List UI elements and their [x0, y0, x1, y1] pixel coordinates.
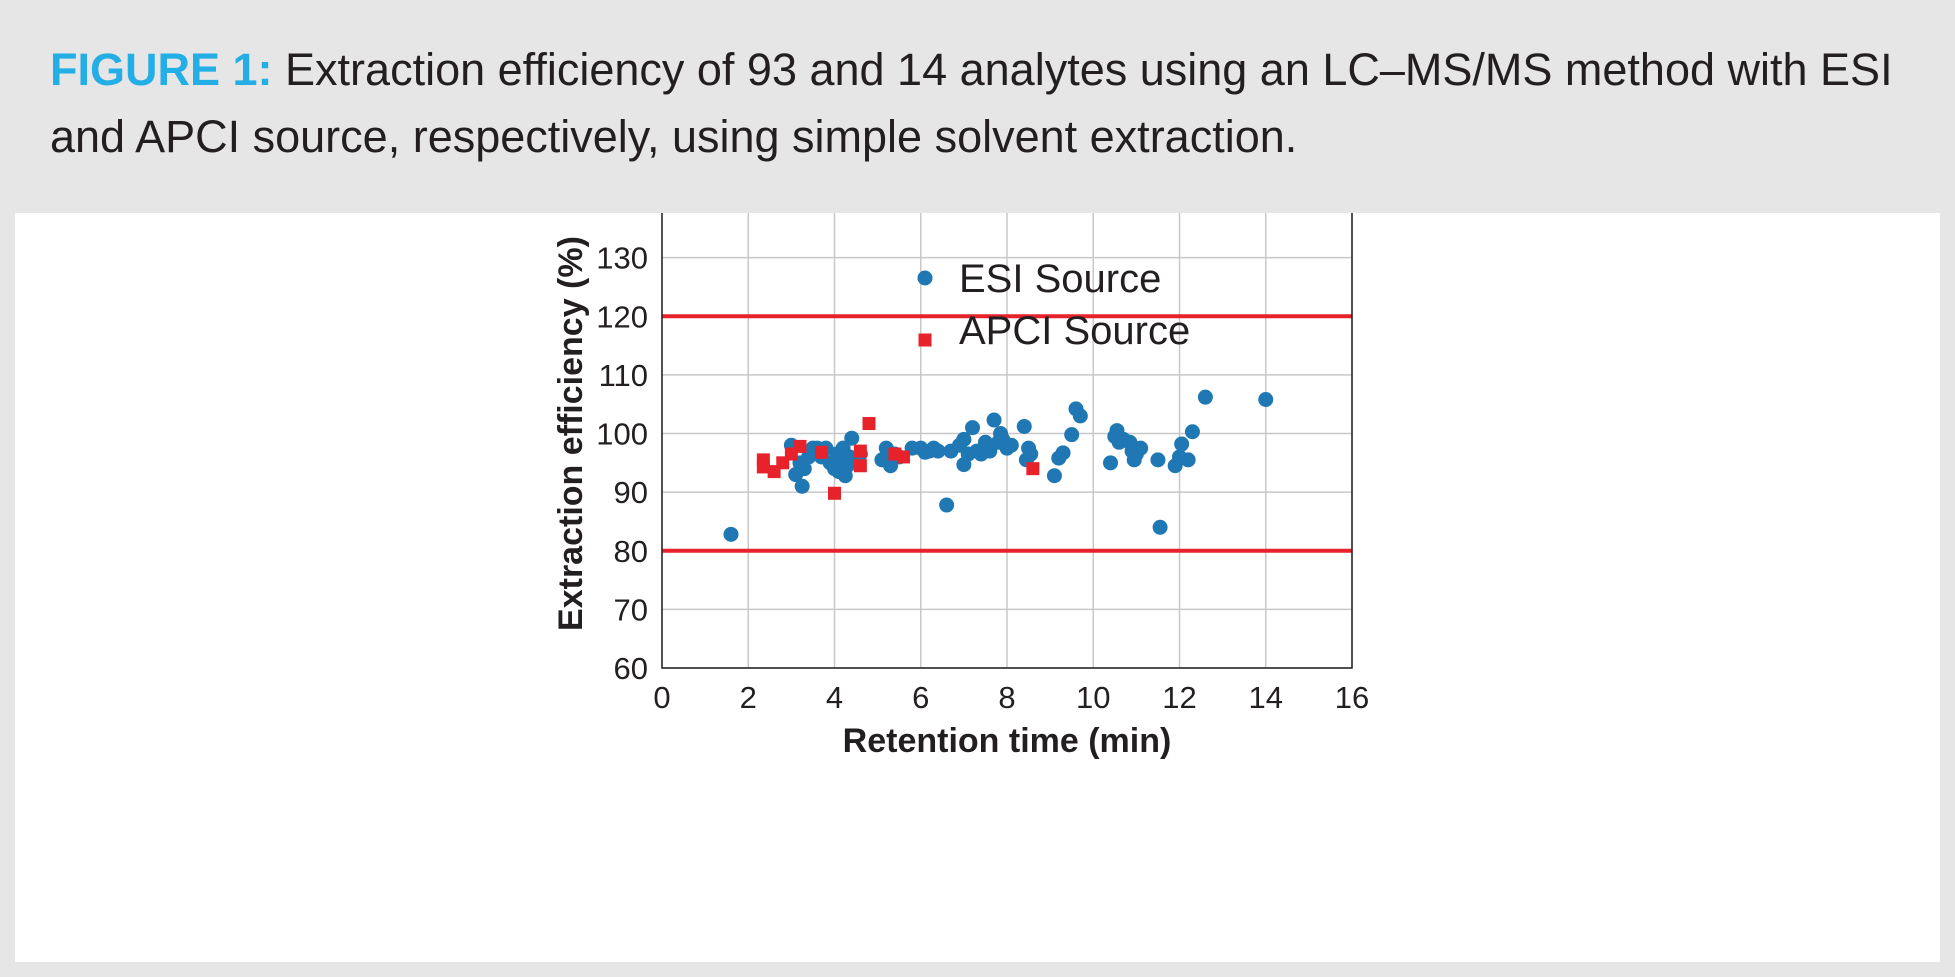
esi-data-point: [965, 420, 980, 436]
esi-data-point: [1258, 391, 1274, 407]
apci-data-point: [756, 460, 770, 474]
esi-data-point: [794, 478, 810, 494]
scatter-chart: 60 70 80 90 100 110 120 130 140 0 2 4 6 8 10 12 14 16 ES…: [552, 213, 1369, 760]
apci-data-point: [853, 459, 867, 473]
esi-data-point: [1103, 455, 1118, 471]
y-tick-label: 80: [614, 534, 648, 569]
esi-data-point: [796, 461, 812, 477]
y-tick-label: 100: [596, 417, 648, 452]
x-tick-label: 14: [1249, 680, 1283, 715]
reference-lines: [662, 314, 1352, 553]
legend-marker-esi: [917, 270, 933, 286]
apci-data-point: [1026, 462, 1040, 476]
x-tick-label: 4: [826, 680, 843, 715]
legend-label-esi: ESI Source: [959, 257, 1161, 301]
apci-data-point: [897, 450, 910, 464]
esi-data-point: [1072, 408, 1088, 424]
x-tick-label: 0: [653, 680, 670, 715]
esi-data-point: [1023, 446, 1039, 462]
esi-data-point: [1046, 468, 1062, 484]
x-tick-label: 10: [1076, 680, 1110, 715]
y-axis-title: Extraction efficiency (%): [552, 236, 590, 631]
esi-data-point: [939, 497, 955, 513]
x-axis-title: Retention time (min): [843, 722, 1172, 760]
esi-data-point: [930, 443, 946, 459]
apci-data-point: [815, 445, 829, 459]
legend-marker-apci: [918, 333, 932, 347]
esi-data-point: [1184, 424, 1200, 440]
y-tick-label: 110: [599, 358, 648, 393]
x-tick-label: 16: [1335, 680, 1369, 715]
x-tick-label: 2: [740, 680, 757, 715]
esi-data-point: [1152, 519, 1168, 535]
esi-data-point: [1133, 440, 1149, 456]
plot-frame: [661, 213, 1353, 669]
esi-data-point: [986, 412, 1002, 428]
esi-data-point: [1055, 445, 1071, 461]
caption-label: FIGURE 1:: [50, 44, 273, 95]
y-tick-label: 70: [614, 592, 648, 627]
esi-data-point: [956, 431, 972, 447]
x-axis-ticks: 0 2 4 6 8 10 12 14 16: [653, 680, 1369, 715]
esi-data-point: [844, 430, 860, 446]
apci-data-point: [793, 439, 807, 453]
y-tick-label: 140: [596, 213, 648, 217]
legend-label-apci: APCI Source: [959, 309, 1190, 353]
esi-data-point: [723, 526, 739, 542]
y-tick-label: 130: [596, 241, 648, 276]
x-tick-label: 6: [912, 680, 929, 715]
caption-text: Extraction efficiency of 93 and 14 analy…: [50, 44, 1893, 162]
esi-data-point: [1003, 437, 1019, 453]
esi-data-point: [1016, 418, 1032, 434]
y-axis-ticks: 60 70 80 90 100 110 120 130 140: [596, 213, 648, 686]
apci-data-point: [853, 444, 867, 458]
esi-data-point: [1150, 452, 1166, 468]
x-tick-label: 8: [998, 680, 1015, 715]
esi-data-point: [1064, 427, 1080, 443]
chart-panel: 60 70 80 90 100 110 120 130 140 0 2 4 6 8 10 12 14 16 ES…: [15, 213, 1940, 962]
legend: ESI Source APCI Source: [917, 257, 1190, 353]
esi-data-point: [1197, 389, 1213, 405]
y-tick-label: 60: [614, 651, 648, 686]
apci-data-point: [828, 486, 841, 500]
figure-caption: FIGURE 1: Extraction efficiency of 93 an…: [50, 36, 1910, 170]
y-tick-label: 120: [596, 299, 648, 334]
esi-data-point: [1180, 452, 1196, 468]
apci-data-point: [862, 417, 876, 431]
y-tick-label: 90: [614, 475, 648, 510]
esi-data-point: [1174, 436, 1190, 452]
x-tick-label: 12: [1162, 680, 1196, 715]
data-points: [723, 389, 1274, 542]
